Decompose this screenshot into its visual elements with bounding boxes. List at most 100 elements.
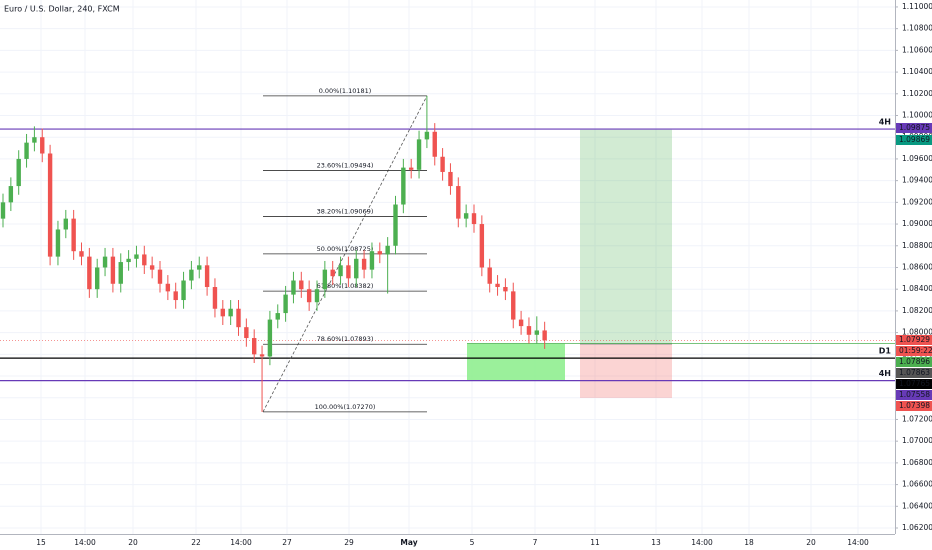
price-label-box bbox=[896, 379, 932, 389]
price-label: 1.07896 bbox=[899, 357, 930, 366]
candle-body bbox=[189, 269, 194, 281]
candle-body bbox=[32, 137, 37, 143]
x-tick-label: May bbox=[400, 538, 417, 547]
candle-body bbox=[71, 218, 76, 252]
candle-body bbox=[55, 229, 61, 257]
x-tick-label: 20 bbox=[806, 538, 816, 547]
price-label: 1.09869 bbox=[899, 135, 930, 144]
candle-body bbox=[448, 171, 453, 187]
candle-body bbox=[401, 167, 406, 205]
x-tick-label: 20 bbox=[128, 538, 138, 547]
candle-body bbox=[409, 167, 414, 170]
chart-title: Euro / U.S. Dollar, 240, FXCM bbox=[4, 5, 120, 14]
y-tick-label: 1.10000 bbox=[902, 111, 932, 120]
candle-body bbox=[299, 280, 304, 290]
candle-body bbox=[526, 326, 532, 335]
y-tick-label: 1.06800 bbox=[902, 458, 932, 467]
candle-body bbox=[118, 262, 123, 284]
price-label-box bbox=[896, 123, 932, 133]
candle-body bbox=[220, 308, 225, 317]
candle-body bbox=[314, 289, 320, 303]
x-tick-label: 14:00 bbox=[847, 538, 869, 547]
price-label-box bbox=[896, 335, 932, 345]
price-label-box bbox=[896, 357, 932, 367]
y-tick-label: 1.09200 bbox=[902, 197, 932, 206]
y-tick-label: 1.09000 bbox=[902, 219, 932, 228]
candle-body bbox=[126, 258, 131, 263]
price-label-box bbox=[896, 401, 932, 411]
candle-body bbox=[79, 251, 84, 257]
price-label-box bbox=[896, 368, 932, 378]
candle-body bbox=[142, 254, 147, 266]
candle-body bbox=[385, 245, 390, 255]
candle-body bbox=[149, 265, 155, 270]
y-tick-label: 1.06600 bbox=[902, 480, 932, 489]
candle-body bbox=[291, 280, 296, 295]
candle-body bbox=[47, 153, 53, 257]
fib-label: 61.80%(1.08382) bbox=[317, 282, 374, 290]
level-name: D1 bbox=[879, 347, 892, 356]
candle-body bbox=[518, 319, 524, 327]
position-stop bbox=[580, 343, 672, 398]
candle-body bbox=[87, 256, 92, 290]
level-name: 4H bbox=[879, 118, 891, 127]
candle-body bbox=[456, 186, 461, 219]
y-tick-label: 1.06200 bbox=[902, 523, 932, 532]
x-tick-label: 18 bbox=[744, 538, 754, 547]
candle-body bbox=[487, 267, 492, 284]
x-tick-label: 14:00 bbox=[230, 538, 252, 547]
candle-body bbox=[63, 218, 68, 230]
y-tick-label: 1.08800 bbox=[902, 241, 932, 250]
x-tick-label: 14:00 bbox=[691, 538, 713, 547]
candle-body bbox=[495, 283, 500, 288]
candle-body bbox=[471, 213, 477, 225]
candle-body bbox=[275, 313, 280, 320]
y-tick-label: 1.10600 bbox=[902, 45, 932, 54]
candle-body bbox=[95, 267, 100, 290]
candle-body bbox=[102, 256, 108, 268]
candle-body bbox=[173, 291, 178, 301]
candle-body bbox=[228, 308, 233, 317]
x-tick-label: 5 bbox=[470, 538, 475, 547]
candle-body bbox=[212, 287, 218, 309]
candle-body bbox=[244, 327, 249, 339]
position-target bbox=[580, 129, 672, 344]
y-tick-label: 1.06400 bbox=[902, 501, 932, 510]
candle-body bbox=[377, 251, 382, 255]
y-tick-label: 1.10800 bbox=[902, 24, 932, 33]
fib-trend bbox=[262, 95, 428, 413]
candle-body bbox=[338, 265, 343, 277]
candle-body bbox=[534, 330, 539, 335]
y-tick-label: 1.08200 bbox=[902, 306, 932, 315]
price-label-box bbox=[896, 390, 932, 400]
candle-body bbox=[267, 319, 273, 357]
candle-body bbox=[40, 137, 45, 154]
price-label: 1.07765 bbox=[899, 379, 930, 388]
candle-body bbox=[432, 131, 437, 157]
y-tick-label: 1.07200 bbox=[902, 414, 932, 423]
y-tick-label: 1.07000 bbox=[902, 436, 932, 445]
x-tick-label: 15 bbox=[36, 538, 46, 547]
fib-label: 38.20%(1.09069) bbox=[317, 208, 374, 216]
price-label-box bbox=[896, 135, 932, 145]
x-tick-label: 11 bbox=[590, 538, 600, 547]
fib-label: 23.60%(1.09494) bbox=[317, 161, 374, 169]
y-tick-label: 1.10200 bbox=[902, 89, 932, 98]
zone bbox=[467, 343, 565, 381]
candle-body bbox=[503, 287, 508, 292]
candle-body bbox=[110, 256, 116, 284]
candle-body bbox=[134, 254, 139, 259]
candle-body bbox=[322, 269, 328, 290]
candle-body bbox=[236, 308, 241, 328]
candle-body bbox=[8, 186, 14, 203]
y-tick-label: 1.09600 bbox=[902, 154, 932, 163]
candle-body bbox=[181, 280, 186, 301]
price-label-box bbox=[896, 346, 932, 356]
candle-body bbox=[165, 283, 171, 292]
y-tick-label: 1.09400 bbox=[902, 176, 932, 185]
fib-label: 100.00%(1.07270) bbox=[315, 403, 376, 411]
fib-label: 78.60%(1.07893) bbox=[317, 335, 374, 343]
x-tick-label: 22 bbox=[191, 538, 201, 547]
